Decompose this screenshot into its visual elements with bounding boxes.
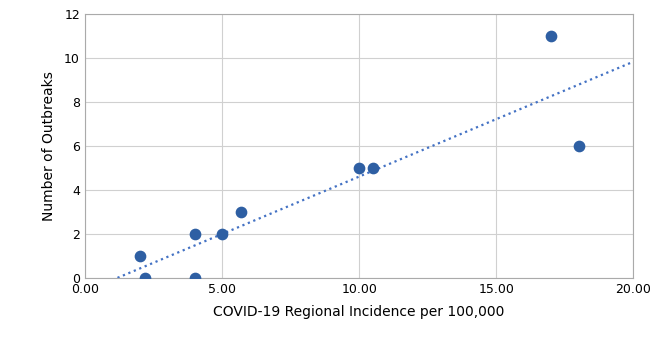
Point [368, 166, 378, 171]
Point [546, 34, 556, 39]
Point [573, 144, 584, 149]
Point [135, 253, 145, 259]
Y-axis label: Number of Outbreaks: Number of Outbreaks [42, 71, 56, 221]
Point [217, 232, 227, 237]
X-axis label: COVID-19 Regional Incidence per 100,000: COVID-19 Regional Incidence per 100,000 [214, 305, 505, 319]
Point [236, 210, 246, 215]
Point [189, 276, 200, 281]
Point [354, 166, 364, 171]
Point [189, 232, 200, 237]
Point [140, 276, 150, 281]
